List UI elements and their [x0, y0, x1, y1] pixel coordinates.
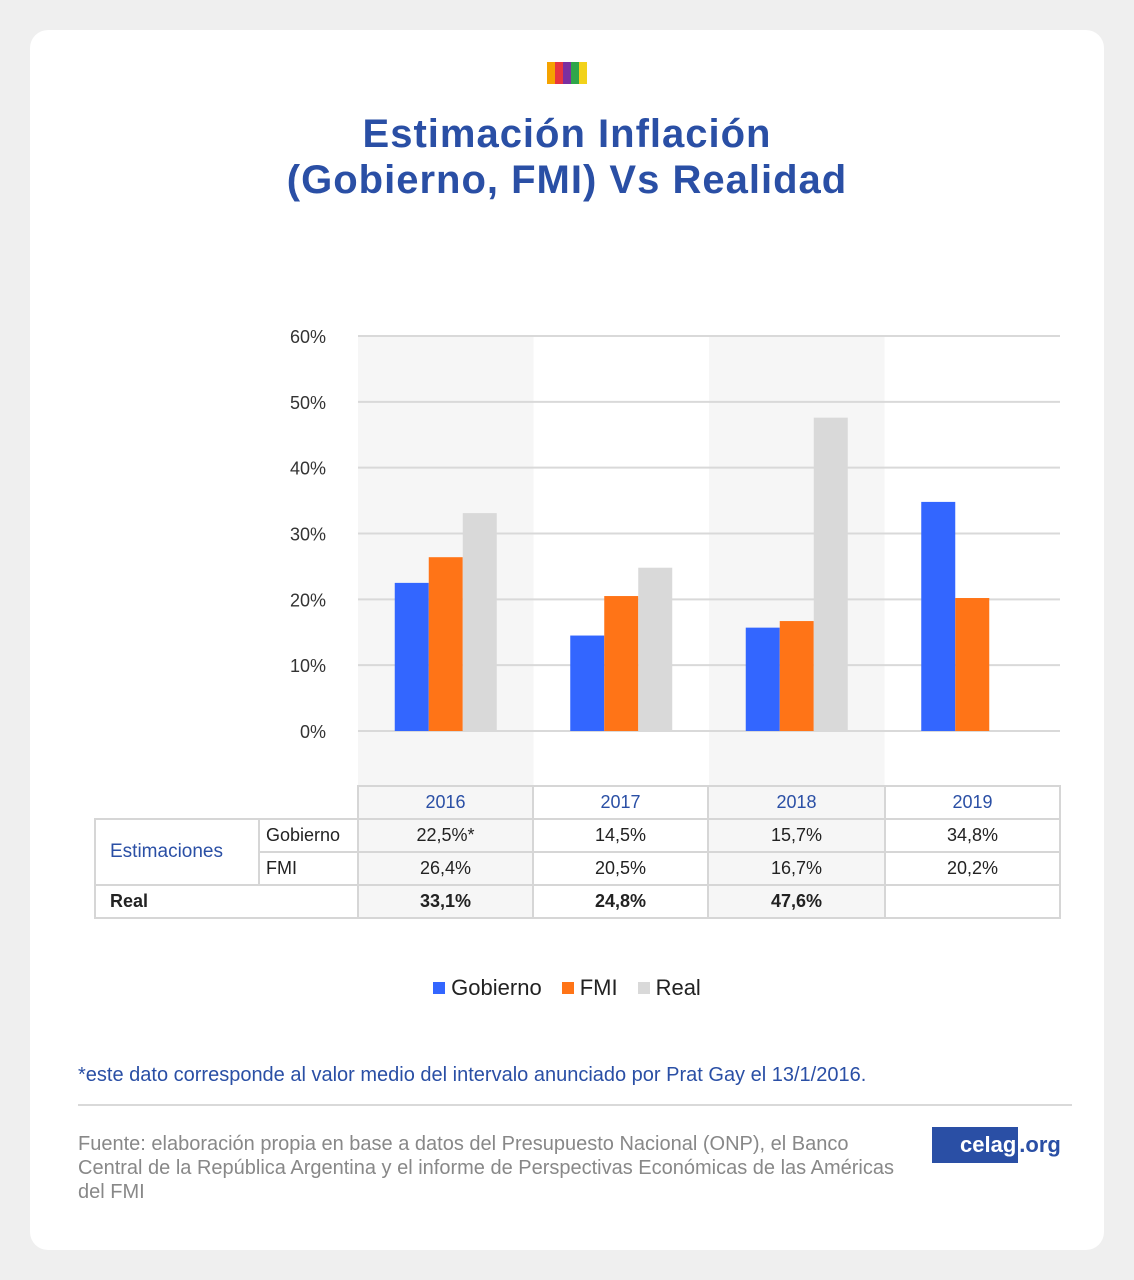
legend-item-real: Real [637, 975, 701, 1001]
y-tick-label: 50% [290, 393, 326, 413]
row-label-fmi: FMI [258, 851, 359, 886]
logo-stripe [571, 62, 579, 84]
legend-item-fmi: FMI [561, 975, 618, 1001]
cell-real-2016: 33,1% [357, 884, 534, 919]
logo-stripe [563, 62, 571, 84]
cell-fmi-2018: 16,7% [707, 851, 886, 886]
table-row-gobierno: Estimaciones Gobierno 22,5%* 14,5% 15,7%… [94, 818, 1061, 886]
y-tick-label: 20% [290, 590, 326, 610]
year-2016: 2016 [357, 785, 534, 820]
legend-swatch-real [637, 982, 650, 994]
logo-stripes [547, 62, 587, 84]
y-tick-label: 0% [300, 722, 326, 742]
year-2019: 2019 [884, 785, 1061, 820]
bar-real-2018 [813, 417, 848, 731]
legend-swatch-fmi [561, 982, 574, 994]
chart-title-line2: (Gobierno, FMI) Vs Realidad [286, 158, 848, 202]
table-header-row: 2016 2017 2018 2019 [95, 785, 1061, 820]
y-tick-label: 40% [290, 459, 326, 479]
year-2018: 2018 [707, 785, 886, 820]
cell-fmi-2017: 20,5% [532, 851, 709, 886]
legend: Gobierno FMI Real [0, 975, 1134, 1001]
cell-fmi-2019: 20,2% [884, 851, 1061, 886]
logo-stripe [579, 62, 587, 84]
cell-real-2018: 47,6% [707, 884, 886, 919]
legend-swatch-gobierno [433, 982, 446, 994]
legend-label-fmi: FMI [579, 975, 618, 1000]
cell-gobierno-2018: 15,7% [707, 818, 886, 853]
cell-gobierno-2019: 34,8% [884, 818, 1061, 853]
bar-gobierno-2018 [745, 627, 780, 731]
bar-gobierno-2019 [921, 501, 956, 731]
y-tick-label: 60% [290, 327, 326, 347]
celag-logo[interactable]: celag .org [932, 1127, 1061, 1163]
cell-gobierno-2017: 14,5% [532, 818, 709, 853]
footnote: *este dato corresponde al valor medio de… [78, 1064, 867, 1086]
brand-domain: .org [1019, 1132, 1061, 1157]
data-table: 2016 2017 2018 2019 Estimaciones Gobiern… [94, 785, 1061, 919]
cell-fmi-2016: 26,4% [357, 851, 534, 886]
table-row-fmi: FMI 26,4% 20,5% 16,7% 20,2% [95, 851, 1061, 886]
y-tick-label: 10% [290, 656, 326, 676]
bar-real-2017 [638, 567, 673, 731]
bar-fmi-2016 [428, 557, 463, 731]
year-2017: 2017 [532, 785, 709, 820]
source-note: Fuente: elaboración propia en base a dat… [78, 1133, 894, 1203]
bar-gobierno-2017 [570, 635, 605, 731]
legend-label-real: Real [655, 975, 701, 1000]
estimaciones-label: Estimaciones [94, 818, 260, 886]
cell-real-2017: 24,8% [532, 884, 709, 919]
legend-item-gobierno: Gobierno [433, 975, 542, 1001]
legend-label-gobierno: Gobierno [451, 975, 542, 1000]
y-tick-label: 30% [290, 525, 326, 545]
divider [78, 1104, 1072, 1106]
table-row-real: Real 33,1% 24,8% 47,6% [94, 884, 1061, 919]
cell-real-2019 [884, 884, 1061, 919]
bar-fmi-2019 [955, 598, 990, 731]
bar-real-2016 [462, 513, 497, 731]
logo-stripe [547, 62, 555, 84]
bar-gobierno-2016 [394, 582, 429, 731]
chart-title-line1: Estimación Inflación [362, 112, 772, 156]
row-label-gobierno: Gobierno [258, 818, 359, 853]
brand-name: celag [932, 1127, 1019, 1163]
bar-fmi-2018 [779, 621, 814, 731]
bar-fmi-2017 [604, 596, 639, 731]
row-label-real: Real [94, 884, 359, 919]
logo-stripe [555, 62, 563, 84]
cell-gobierno-2016: 22,5%* [357, 818, 534, 853]
